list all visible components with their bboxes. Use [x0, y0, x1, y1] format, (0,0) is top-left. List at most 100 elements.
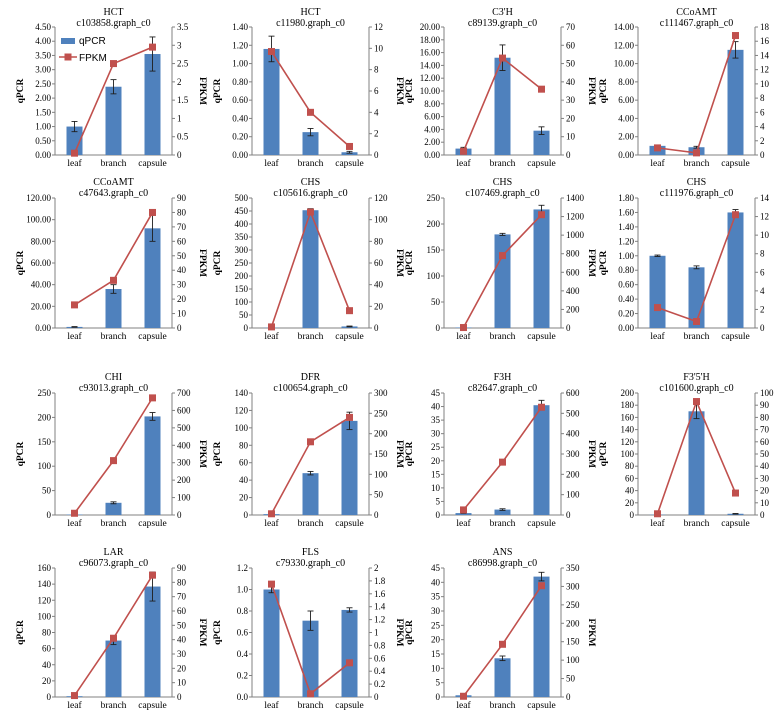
fpkm-point	[732, 211, 739, 219]
y-tick-label: 35	[431, 415, 441, 425]
y2-tick-label: 1400	[566, 193, 585, 203]
y2-tick-label: 14	[760, 193, 770, 203]
y-tick-label: 0.0	[237, 692, 249, 702]
fpkm-point	[654, 144, 661, 152]
y-tick-label: 100	[235, 297, 249, 307]
y-axis-label: qPCR	[16, 250, 26, 275]
category-label: branch	[684, 159, 710, 169]
y2-tick-label: 0	[760, 510, 765, 520]
y-tick-label: 0.4	[237, 649, 249, 659]
y-tick-label: 0.2	[237, 671, 248, 681]
y-tick-label: 14.00	[614, 22, 635, 32]
fpkm-point	[538, 403, 545, 411]
y-tick-label: 25	[431, 620, 441, 630]
qpcr-bar	[494, 509, 511, 515]
category-label: leaf	[650, 158, 665, 169]
legend-label-qpcr: qPCR	[79, 36, 106, 47]
fpkm-point	[538, 582, 545, 590]
fpkm-point	[110, 634, 117, 642]
fpkm-point	[499, 54, 506, 62]
y2-tick-label: 80	[177, 207, 187, 217]
qpcr-bar	[688, 411, 705, 515]
y-tick-label: 1.20	[232, 40, 248, 50]
qpcr-bar	[302, 473, 319, 515]
y-tick-label: 0.80	[618, 265, 634, 275]
y-tick-label: 200	[38, 412, 52, 422]
y2-tick-label: 60	[566, 40, 576, 50]
y-tick-label: 18.00	[420, 35, 441, 45]
category-label: branch	[490, 159, 516, 169]
y-axis-label: qPCR	[213, 78, 223, 103]
y-tick-label: 500	[235, 193, 249, 203]
category-label: branch	[490, 332, 516, 342]
y-tick-label: 0.60	[618, 280, 634, 290]
y2-tick-label: 1	[177, 113, 182, 123]
y2-tick-label: 3.5	[177, 22, 189, 32]
y2-tick-label: 60	[760, 437, 770, 447]
qpcr-bar	[341, 152, 358, 155]
y-tick-label: 1.60	[618, 207, 634, 217]
y-tick-label: 150	[427, 245, 441, 255]
y-tick-label: 1.0	[237, 585, 249, 595]
y-tick-label: 80	[239, 440, 249, 450]
y2-tick-label: 0.5	[177, 132, 189, 142]
qpcr-bar	[144, 586, 161, 697]
qpcr-bar	[533, 405, 550, 515]
y-tick-label: 100	[427, 271, 441, 281]
y2-tick-label: 90	[177, 193, 187, 203]
panel-title: CCoAMT	[676, 7, 717, 18]
qpcr-bar	[66, 126, 83, 155]
y-tick-label: 25	[431, 442, 441, 452]
y-tick-label: 40	[239, 475, 249, 485]
fpkm-point	[110, 276, 117, 284]
y-tick-label: 150	[235, 284, 249, 294]
y-tick-label: 4.50	[35, 22, 51, 32]
y-tick-label: 0.00	[618, 323, 634, 333]
qpcr-bar	[494, 658, 511, 697]
y-tick-label: 8.00	[618, 77, 634, 87]
y-tick-label: 0.50	[35, 136, 51, 146]
fpkm-point	[110, 60, 117, 68]
fpkm-point	[71, 692, 78, 700]
y2-tick-label: 0.8	[374, 640, 386, 650]
y2-tick-label: 2	[374, 563, 379, 573]
fpkm-point	[346, 307, 353, 315]
y2-tick-label: 0	[760, 323, 765, 333]
y2-tick-label: 30	[177, 649, 187, 659]
category-label: capsule	[138, 701, 167, 711]
fpkm-line	[657, 35, 737, 154]
y-tick-label: 0.40	[232, 113, 248, 123]
y-tick-label: 0.80	[232, 77, 248, 87]
y2-tick-label: 1000	[566, 230, 585, 240]
y-tick-label: 15	[431, 649, 441, 659]
y-tick-label: 250	[427, 193, 441, 203]
fpkm-point	[307, 690, 314, 698]
y-axis-label: qPCR	[16, 441, 26, 466]
category-label: capsule	[335, 159, 364, 169]
fpkm-point	[732, 32, 739, 40]
y-tick-label: 60	[625, 473, 635, 483]
category-label: branch	[298, 159, 324, 169]
qpcr-bar	[341, 420, 358, 515]
y2-tick-label: 60	[177, 236, 187, 246]
y-tick-label: 0	[47, 510, 52, 520]
y2-axis-label: FPKM	[586, 249, 596, 277]
category-label: leaf	[67, 158, 82, 169]
y2-tick-label: 0.2	[374, 679, 385, 689]
y2-tick-label: 100	[374, 215, 388, 225]
fpkm-point	[307, 438, 314, 446]
category-label: leaf	[67, 518, 82, 529]
y-tick-label: 40	[431, 577, 441, 587]
y2-tick-label: 1.5	[177, 95, 189, 105]
y-tick-label: 20.00	[31, 301, 52, 311]
panel-subtitle: c79330.graph_c0	[276, 558, 345, 569]
fpkm-point	[149, 394, 156, 402]
y2-tick-label: 16	[760, 36, 770, 46]
category-label: leaf	[650, 331, 665, 342]
y2-tick-label: 90	[177, 563, 187, 573]
y-tick-label: 100.00	[26, 215, 51, 225]
